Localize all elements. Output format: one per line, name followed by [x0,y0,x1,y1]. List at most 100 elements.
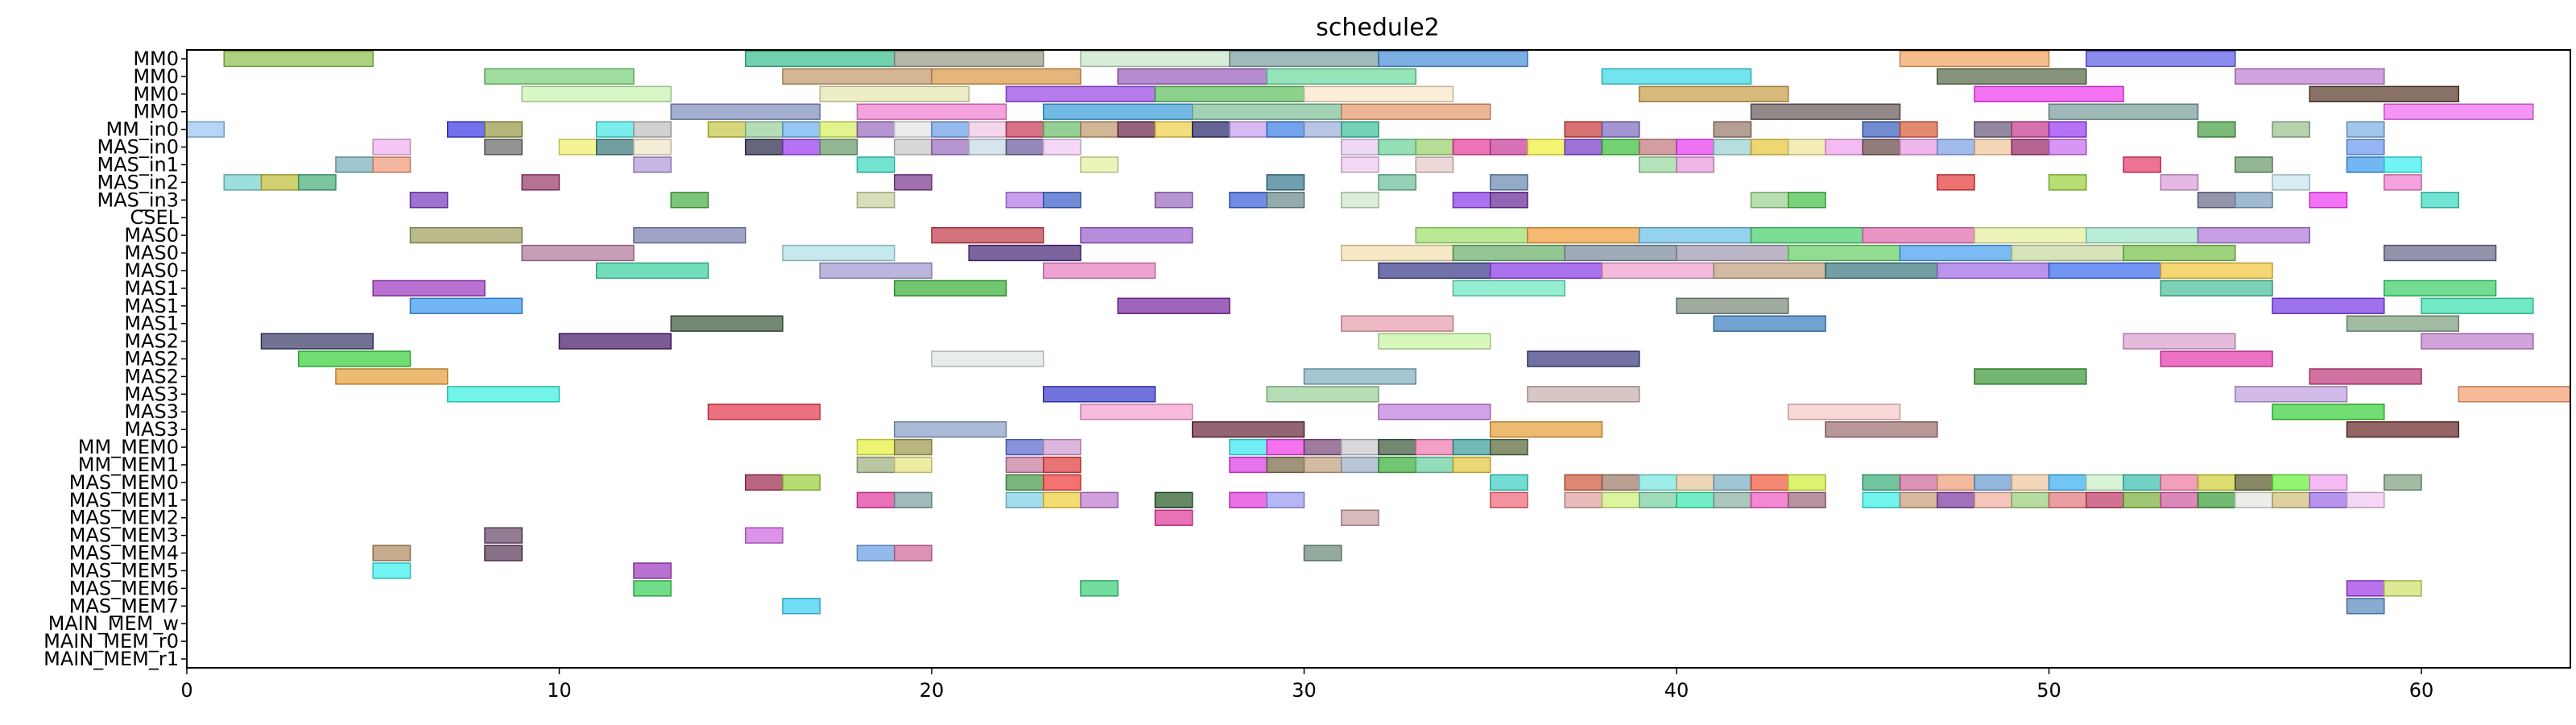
task-bar [1266,438,1305,456]
task-bar [372,545,411,561]
task-bar [2086,226,2199,244]
task-bar [2197,121,2236,138]
row-label: MAS_MEM5 [69,559,179,582]
task-bar [894,50,1044,68]
task-bar [2272,174,2310,191]
row-label: MM0 [133,101,179,123]
task-bar [2458,386,2571,403]
task-bar [1974,226,2087,244]
task-bar [1490,491,1528,508]
task-bar [1750,491,1789,508]
task-bar [409,297,523,314]
task-bar [2160,350,2273,367]
task-bar [894,456,932,474]
task-bar [894,174,932,191]
task-bar [931,139,970,155]
task-bar [1750,226,1863,244]
task-bar [1601,491,1640,508]
task-bar [2346,139,2385,155]
task-bar [1080,50,1230,68]
task-bar [633,562,672,579]
task-bar [2123,156,2161,173]
task-bar [1005,456,1044,474]
row-label: MM0 [133,65,179,88]
task-bar [1415,438,1454,456]
task-bar [2235,68,2385,85]
task-bar [856,545,895,561]
task-bar [1005,491,1044,508]
task-bar [1378,50,1528,68]
task-bar [1043,386,1156,403]
task-bar [1676,474,1714,491]
task-bar [1005,192,1044,209]
task-bar [1080,156,1118,173]
task-bar [1080,404,1193,420]
task-bar [670,315,784,332]
task-bar [2160,262,2273,280]
task-bar [409,226,523,244]
task-bar [484,68,635,85]
task-bar [782,598,821,615]
row-label: MAS_MEM2 [69,507,179,529]
task-bar [1639,474,1677,491]
task-bar [1341,192,1379,209]
task-bar [1080,491,1118,508]
task-bar [633,139,672,155]
task-bar [596,262,709,280]
task-bar [894,420,1007,438]
row-label: MAS3 [124,383,179,405]
task-bar [1713,315,1826,332]
row-label: MM0 [133,83,179,106]
task-bar [1043,262,1156,280]
task-bar [856,156,895,173]
task-bar [2309,192,2348,209]
task-bar [1825,262,1938,280]
task-bar [447,386,560,403]
task-bar [1639,85,1789,102]
task-bar [931,121,970,138]
task-bar [894,121,932,138]
row-label: MAS2 [124,330,179,353]
task-bar [1266,121,1305,138]
task-bar [1713,491,1752,508]
task-bar [1788,474,1826,491]
task-bar [1862,121,1901,138]
task-bar [260,174,300,191]
task-bar [856,121,895,138]
task-bar [2048,121,2087,138]
task-bar [1788,404,1901,420]
task-bar [1713,474,1752,491]
task-bar [1862,491,1901,508]
task-bar [2086,491,2124,508]
task-bar [1937,262,2050,280]
task-bar [372,562,411,579]
task-bar [2346,420,2459,438]
task-bar [1229,50,1379,68]
task-bar [1378,174,1416,191]
task-bar [1229,456,1267,474]
task-bar [2048,474,2087,491]
task-bar [1303,438,1342,456]
task-bar [2235,192,2273,209]
task-bar [2011,121,2050,138]
task-bar [633,226,746,244]
row-label: MAIN_MEM_r0 [43,630,179,652]
task-bar [1750,139,1789,155]
task-bar [1192,103,1342,120]
task-bar [670,103,821,120]
task-bar [1080,121,1118,138]
task-bar [1937,474,1975,491]
task-bar [2048,103,2199,120]
x-tick-label: 0 [180,679,192,702]
task-bar [1825,420,1938,438]
task-bar [1154,509,1193,526]
task-bar [1341,438,1379,456]
task-bar [1490,262,1603,280]
task-bar [2160,280,2273,297]
task-bar [1341,509,1379,526]
task-bar [1229,192,1267,209]
task-bar [2272,297,2385,314]
task-bar [2384,156,2422,173]
task-bar [2384,244,2497,262]
task-bar [2123,474,2161,491]
